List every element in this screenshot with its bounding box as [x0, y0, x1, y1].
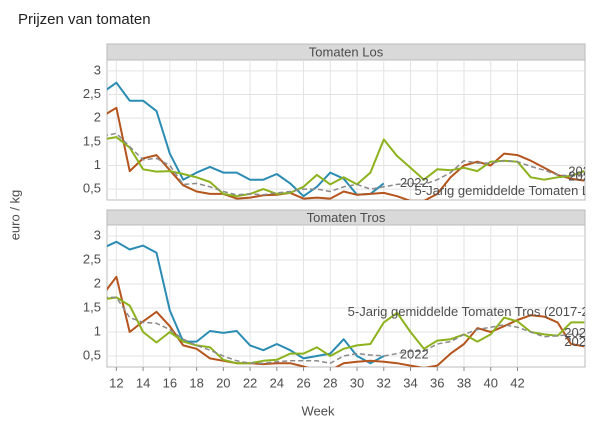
- series-line: [107, 81, 385, 198]
- series-label: 2022: [400, 175, 429, 190]
- x-tick-label: 14: [136, 375, 150, 390]
- series-label: 2021: [568, 169, 597, 184]
- series-line: [107, 296, 585, 365]
- series-label: 2020: [568, 164, 597, 179]
- x-tick-label: 18: [189, 375, 203, 390]
- x-axis-label: Week: [302, 403, 335, 418]
- y-tick-label: 3: [94, 227, 101, 242]
- x-tick-label: 12: [109, 375, 123, 390]
- x-tick-label: 38: [457, 375, 471, 390]
- x-tick-label: 36: [430, 375, 444, 390]
- y-tick-label: 1,5: [83, 133, 101, 148]
- y-tick-label: 1: [94, 157, 101, 172]
- y-tick-label: 2,5: [83, 251, 101, 266]
- series-label: 5-Jarig gemiddelde Tomaten Tros (2017-20…: [348, 304, 600, 319]
- x-tick-label: 34: [403, 375, 417, 390]
- y-tick-label: 2: [94, 275, 101, 290]
- y-tick-label: 2,5: [83, 86, 101, 101]
- y-tick-label: 0,5: [83, 181, 101, 196]
- series-line: [107, 240, 385, 365]
- series-line: [107, 132, 585, 196]
- panel-title: Tomaten Los: [309, 44, 384, 59]
- x-tick-label: 24: [270, 375, 284, 390]
- series-line: [107, 275, 585, 367]
- series-line: [107, 296, 585, 364]
- panel-title: Tomaten Tros: [307, 210, 386, 225]
- panel-background: [106, 59, 586, 201]
- x-tick-label: 20: [216, 375, 230, 390]
- series-label: 2021: [564, 325, 593, 340]
- y-tick-label: 0,5: [83, 347, 101, 362]
- x-tick-label: 32: [377, 375, 391, 390]
- panel-background: [106, 224, 586, 368]
- chart-title: Prijzen van tomaten: [18, 11, 151, 28]
- x-tick-label: 40: [484, 375, 498, 390]
- y-tick-label: 3: [94, 62, 101, 77]
- x-tick-label: 26: [296, 375, 310, 390]
- x-tick-label: 42: [510, 375, 524, 390]
- y-tick-label: 1,5: [83, 299, 101, 314]
- y-axis-label: euro / kg: [7, 190, 22, 241]
- x-tick-label: 16: [163, 375, 177, 390]
- y-tick-label: 1: [94, 323, 101, 338]
- series-line: [107, 106, 585, 200]
- x-tick-label: 22: [243, 375, 257, 390]
- x-tick-label: 28: [323, 375, 337, 390]
- series-label: 5-Jarig gemiddelde Tomaten Los: [415, 183, 600, 198]
- series-label: 2022: [400, 346, 429, 361]
- x-tick-label: 30: [350, 375, 364, 390]
- series-label: 2020: [564, 334, 593, 349]
- y-tick-label: 2: [94, 110, 101, 125]
